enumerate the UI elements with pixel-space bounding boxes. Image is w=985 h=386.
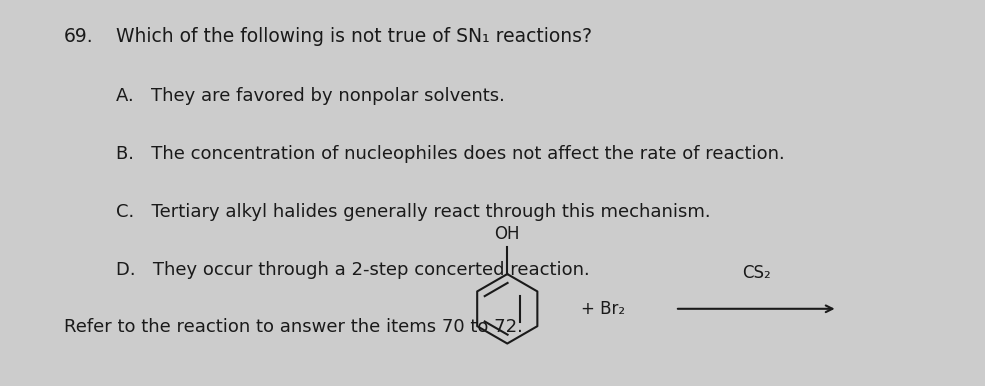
Text: + Br₂: + Br₂ — [581, 300, 625, 318]
Text: OH: OH — [494, 225, 520, 243]
Text: Refer to the reaction to answer the items 70 to 72.: Refer to the reaction to answer the item… — [64, 318, 523, 337]
Text: A.   They are favored by nonpolar solvents.: A. They are favored by nonpolar solvents… — [116, 87, 505, 105]
Text: B.   The concentration of nucleophiles does not affect the rate of reaction.: B. The concentration of nucleophiles doe… — [116, 145, 785, 163]
Text: CS₂: CS₂ — [742, 264, 770, 282]
Text: 69.: 69. — [64, 27, 94, 46]
Text: C.   Tertiary alkyl halides generally react through this mechanism.: C. Tertiary alkyl halides generally reac… — [116, 203, 711, 221]
Text: D.   They occur through a 2-step concerted reaction.: D. They occur through a 2-step concerted… — [116, 261, 590, 279]
Text: Which of the following is not true of SN₁ reactions?: Which of the following is not true of SN… — [116, 27, 592, 46]
